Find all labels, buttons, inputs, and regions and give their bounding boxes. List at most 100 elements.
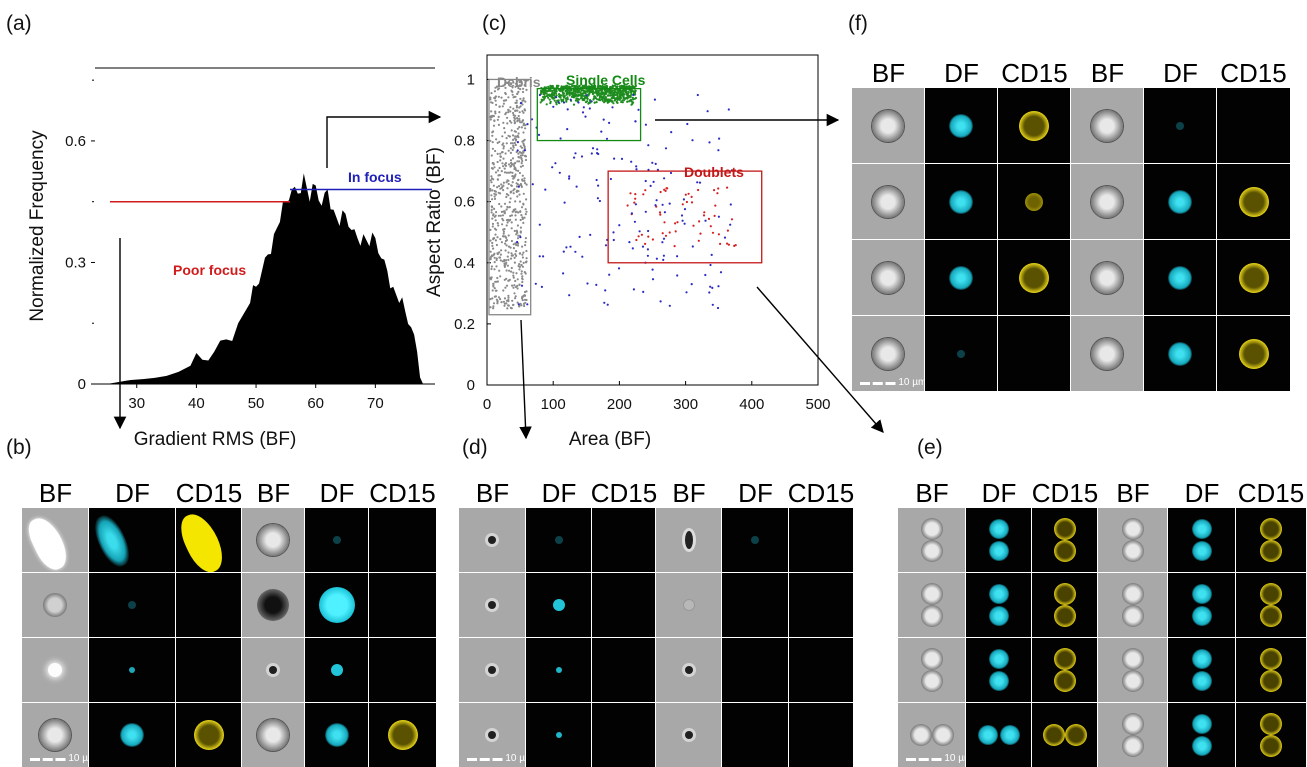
df-tiny-image [555,732,562,738]
scatter-point [711,303,714,306]
scatter-point [525,183,528,186]
bf-dot-image [488,536,496,544]
scatter-point [507,294,510,297]
scatter-point [562,99,565,102]
gate-doublets [607,170,763,264]
scatter-point [612,238,615,242]
scatter-point [537,133,541,136]
scatter-point [502,84,505,87]
scatter-point [510,221,513,224]
scatter-point [633,91,636,95]
scatter-point [522,150,525,153]
scatter-y-tick-label: 0.4 [454,255,475,272]
df-doublet-left [977,725,998,745]
channel-header-df: DF [738,478,773,508]
scatter-point [492,253,495,256]
scatter-point [522,97,525,100]
scatter-point [495,265,498,268]
scatter-point [606,303,609,306]
scatter-point [729,203,732,206]
b-tile-r3-c1 [22,638,88,702]
scatter-point [514,139,518,142]
scatter-point [491,141,494,144]
bf-dot-image [269,666,277,674]
scatter-point [494,190,497,193]
scatter-point [682,198,686,201]
scatter-point [685,291,688,294]
scatter-point [491,161,494,165]
scatter-point [512,303,515,306]
scatter-point [504,113,507,116]
channel-header-df: DF [115,478,150,508]
scatter-point [494,99,497,102]
scatter-point [521,253,524,256]
scatter-point [687,192,690,195]
scatter-point [599,99,602,102]
scatter-point [718,137,721,140]
scatter-point [526,123,529,126]
scatter-point [517,185,520,188]
scatter-point [605,86,608,89]
scatter-point [521,278,524,281]
scatter-point [595,283,598,286]
scatter-point [511,111,515,115]
scatter-point [523,177,526,180]
scatter-point [519,165,523,168]
histogram-area [106,173,424,384]
scatter-point [577,91,580,94]
scatter-point [501,135,504,138]
scatter-point [507,96,510,99]
f-tile-r4-c6 [1217,316,1290,391]
scatter-point [520,126,524,129]
scatter-point [659,300,662,303]
scatter-point [611,94,615,97]
scatter-point [690,201,694,204]
scatter-point [503,171,507,174]
scatter-point [489,306,492,309]
f-tile-r4-c4 [1071,316,1143,391]
scatter-point [497,95,500,98]
scatter-point [538,255,541,258]
poor-focus-annotation: Poor focus [173,262,246,278]
scatter-point [516,224,520,227]
d-tile-r1-c4 [656,508,721,572]
e-tile-r3-c2 [966,638,1031,702]
scatter-point [494,219,497,222]
scatter-point [497,185,501,188]
scatter-point [490,92,493,95]
scatter-point [684,193,687,196]
scatter-point [606,101,609,104]
scatter-point [521,110,524,113]
bf-dot-image [684,666,693,674]
scatter-point [498,251,501,254]
e-tile-r2-c3 [1032,573,1097,637]
scatter-point [505,181,508,184]
b-tile-r2-c3 [176,573,241,637]
scatter-point [565,88,569,91]
scatter-point [522,111,525,114]
scatter-point [522,302,526,305]
scatter-point [522,251,525,254]
scatter-point [690,283,693,286]
scatter-point [627,90,630,94]
scatter-point [662,254,666,257]
f-tile-r1-c6 [1217,88,1290,163]
scatter-point [727,243,731,246]
df-doublet-bottom [988,606,1009,626]
scatter-point [632,98,635,101]
scatter-point [583,84,586,87]
scatter-point [619,90,622,93]
scatter-point [520,162,523,165]
scatter-point [562,250,565,253]
scatter-point [631,89,634,92]
scatter-point [514,85,517,88]
scatter-point [523,304,526,308]
scatter-point [509,197,512,200]
scatter-point [622,95,625,98]
f-tile-r3-c6 [1217,240,1290,315]
scatter-point [510,284,514,287]
scatter-point [586,282,589,285]
scatter-point [504,286,507,289]
scatter-point [680,214,684,217]
panel-label-d: (d) [462,436,488,459]
